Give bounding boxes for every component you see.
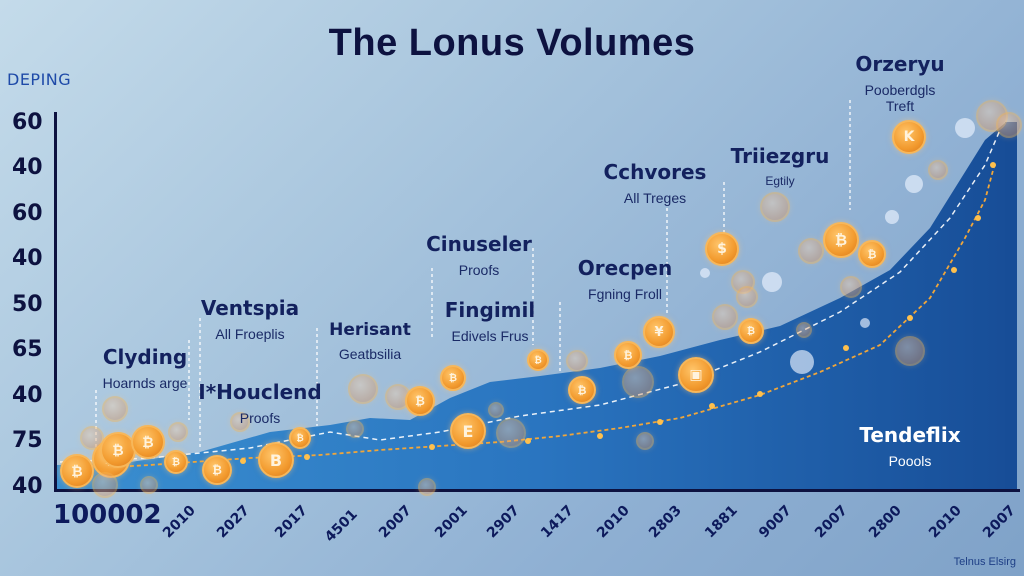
bubble-icon (905, 175, 923, 193)
y-tick: 50 (12, 292, 43, 317)
coin-icon (488, 402, 504, 418)
coin-icon: ₿ (858, 240, 886, 268)
coin-icon (996, 112, 1022, 138)
x-axis (54, 489, 1020, 492)
y-axis-label: DEPING (7, 70, 72, 89)
annotation-houclend: I*Houclend Proofs (198, 380, 322, 426)
footer-credit: Telnus Elsirg (953, 556, 1016, 568)
orange-trend-line (59, 162, 996, 471)
coin-icon (736, 286, 758, 308)
coin-icon: ₿ (131, 425, 165, 459)
coin-icon (566, 350, 588, 372)
bubble-icon (762, 272, 782, 292)
annotation-herisant: Herisant Geatbsilia (329, 320, 411, 362)
coin-icon (796, 322, 812, 338)
annotation-clyding: Clyding Hoarnds arge (102, 345, 188, 391)
coin-icon (102, 396, 128, 422)
coin-icon: ₿ (289, 427, 311, 449)
coin-icon (346, 420, 364, 438)
coin-icon: ¥ (643, 316, 675, 348)
x-start-label: 100002 (53, 500, 162, 530)
bubble-icon (790, 350, 814, 374)
coin-icon: ▣ (678, 357, 714, 393)
y-tick: 40 (12, 474, 43, 499)
coin-icon (928, 160, 948, 180)
bubble-icon (885, 210, 899, 224)
coin-icon: ₿ (738, 318, 764, 344)
coin-icon: ₿ (568, 376, 596, 404)
coin-icon (798, 238, 824, 264)
y-tick: 40 (12, 383, 43, 408)
coin-icon: ₿ (823, 222, 859, 258)
annotation-tendeflix: Tendeflix Poools (859, 423, 961, 469)
coin-icon: B (258, 442, 294, 478)
coin-icon: K (892, 120, 926, 154)
annotation-cchvores: Cchvores All Treges (603, 160, 707, 206)
coin-icon (760, 192, 790, 222)
annotation-orecpen: Orecpen Fgning Froll (577, 256, 673, 302)
coin-icon (636, 432, 654, 450)
bubble-icon (860, 318, 870, 328)
coin-icon: $ (705, 232, 739, 266)
coin-icon: ₿ (164, 450, 188, 474)
coin-icon: ₿ (405, 386, 435, 416)
y-tick: 60 (12, 110, 43, 135)
annotation-leaders (95, 100, 851, 460)
coin-icon (80, 426, 104, 450)
coin-icon: ₿ (614, 341, 642, 369)
coin-icon: E (450, 413, 486, 449)
coin-icon (230, 412, 250, 432)
coin-icon: ₿ (202, 455, 232, 485)
coin-icon (348, 374, 378, 404)
coin-icon (712, 304, 738, 330)
annotation-cinuseler: Cinuseler Proofs (426, 232, 532, 278)
y-tick: 65 (12, 337, 43, 362)
y-tick: 75 (12, 428, 43, 453)
coin-icon: ₿ (60, 454, 94, 488)
y-axis (54, 112, 57, 492)
coin-icon (496, 418, 526, 448)
coin-icon (622, 366, 654, 398)
y-tick: 60 (12, 201, 43, 226)
annotation-ventspia: Ventspia All Froeplis (200, 296, 300, 342)
bubble-icon (955, 118, 975, 138)
coin-icon (418, 478, 436, 496)
volume-area (57, 123, 1016, 489)
coin-icon: ₿ (100, 432, 136, 468)
annotation-orzeryu: Orzeryu Pooberdgls Treft (855, 52, 945, 114)
coin-icon (895, 336, 925, 366)
y-tick: 40 (12, 155, 43, 180)
bubble-icon (700, 268, 710, 278)
coin-icon (840, 276, 862, 298)
coin-icon (140, 476, 158, 494)
chart-title: The Lonus Volumes (328, 22, 696, 64)
coin-icon: ₿ (440, 365, 466, 391)
coin-icon (168, 422, 188, 442)
annotation-triiezgru: Triiezgru Egtily (730, 144, 830, 188)
coin-icon (92, 472, 118, 498)
annotation-fingimil: Fingimil Edivels Frus (444, 298, 536, 344)
coin-icon: ₿ (527, 349, 549, 371)
y-tick: 40 (12, 246, 43, 271)
